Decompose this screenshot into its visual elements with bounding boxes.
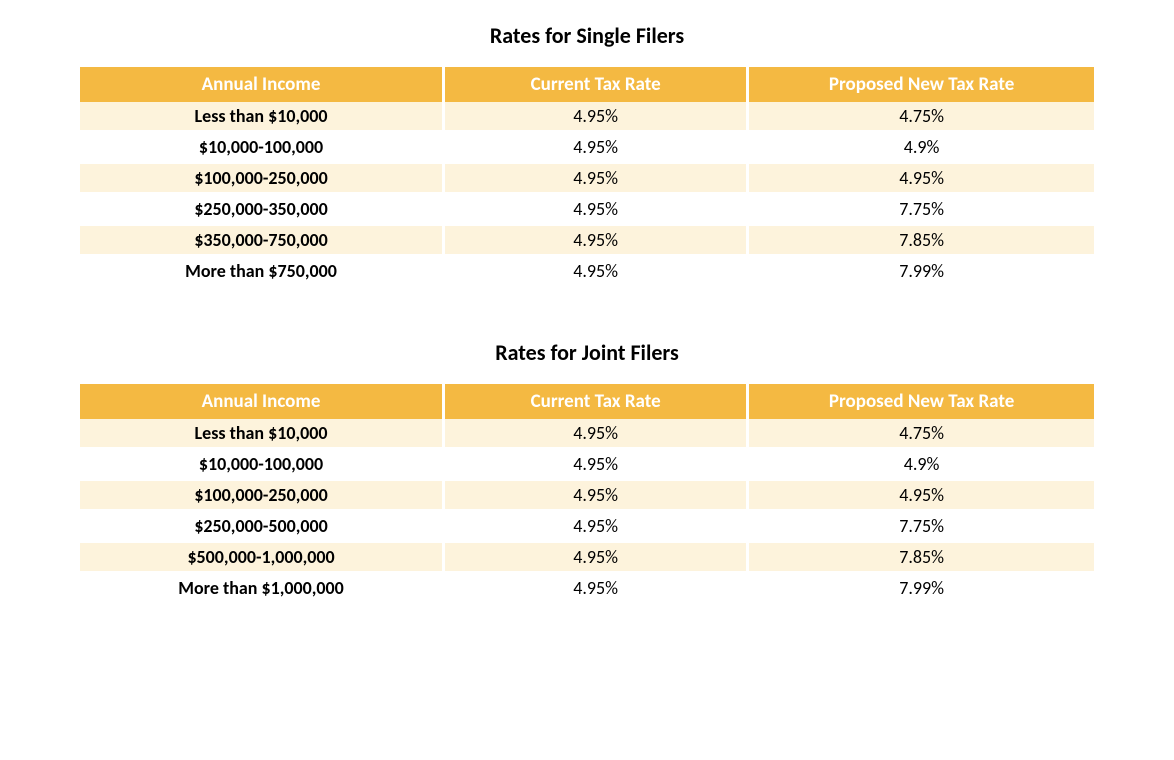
col-header-proposed-rate: Proposed New Tax Rate — [749, 67, 1094, 102]
cell-current-rate: 4.95% — [445, 450, 749, 481]
table-row: $10,000-100,000 4.95% 4.9% — [80, 450, 1094, 481]
table-header-row: Annual Income Current Tax Rate Proposed … — [80, 67, 1094, 102]
table-row: $250,000-350,000 4.95% 7.75% — [80, 195, 1094, 226]
col-header-current-rate: Current Tax Rate — [445, 384, 749, 419]
cell-current-rate: 4.95% — [445, 102, 749, 133]
table-row: $10,000-100,000 4.95% 4.9% — [80, 133, 1094, 164]
cell-income: Less than $10,000 — [80, 419, 445, 450]
table-row: $250,000-500,000 4.95% 7.75% — [80, 512, 1094, 543]
table-row: $100,000-250,000 4.95% 4.95% — [80, 481, 1094, 512]
table-row: Less than $10,000 4.95% 4.75% — [80, 419, 1094, 450]
joint-filers-table: Annual Income Current Tax Rate Proposed … — [80, 384, 1094, 602]
cell-proposed-rate: 4.9% — [749, 450, 1094, 481]
cell-current-rate: 4.95% — [445, 481, 749, 512]
cell-current-rate: 4.95% — [445, 512, 749, 543]
table-row: More than $1,000,000 4.95% 7.99% — [80, 574, 1094, 602]
table-row: Less than $10,000 4.95% 4.75% — [80, 102, 1094, 133]
col-header-income: Annual Income — [80, 384, 445, 419]
cell-proposed-rate: 4.75% — [749, 419, 1094, 450]
cell-proposed-rate: 7.85% — [749, 226, 1094, 257]
col-header-income: Annual Income — [80, 67, 445, 102]
cell-proposed-rate: 4.75% — [749, 102, 1094, 133]
table-row: $500,000-1,000,000 4.95% 7.85% — [80, 543, 1094, 574]
cell-income: Less than $10,000 — [80, 102, 445, 133]
joint-filers-title: Rates for Joint Filers — [80, 339, 1094, 366]
table-row: $100,000-250,000 4.95% 4.95% — [80, 164, 1094, 195]
cell-income: More than $1,000,000 — [80, 574, 445, 602]
cell-current-rate: 4.95% — [445, 195, 749, 226]
cell-income: $100,000-250,000 — [80, 481, 445, 512]
cell-current-rate: 4.95% — [445, 574, 749, 602]
cell-income: $10,000-100,000 — [80, 450, 445, 481]
cell-current-rate: 4.95% — [445, 164, 749, 195]
cell-income: $10,000-100,000 — [80, 133, 445, 164]
cell-current-rate: 4.95% — [445, 257, 749, 285]
table-row: More than $750,000 4.95% 7.99% — [80, 257, 1094, 285]
page-container: Rates for Single Filers Annual Income Cu… — [0, 22, 1174, 602]
cell-income: $250,000-350,000 — [80, 195, 445, 226]
cell-proposed-rate: 7.75% — [749, 195, 1094, 226]
cell-income: $100,000-250,000 — [80, 164, 445, 195]
cell-proposed-rate: 4.9% — [749, 133, 1094, 164]
cell-income: $350,000-750,000 — [80, 226, 445, 257]
cell-current-rate: 4.95% — [445, 226, 749, 257]
cell-current-rate: 4.95% — [445, 133, 749, 164]
cell-proposed-rate: 7.99% — [749, 574, 1094, 602]
cell-proposed-rate: 7.99% — [749, 257, 1094, 285]
cell-proposed-rate: 4.95% — [749, 481, 1094, 512]
table-row: $350,000-750,000 4.95% 7.85% — [80, 226, 1094, 257]
cell-income: More than $750,000 — [80, 257, 445, 285]
col-header-proposed-rate: Proposed New Tax Rate — [749, 384, 1094, 419]
table-header-row: Annual Income Current Tax Rate Proposed … — [80, 384, 1094, 419]
col-header-current-rate: Current Tax Rate — [445, 67, 749, 102]
cell-proposed-rate: 7.85% — [749, 543, 1094, 574]
cell-current-rate: 4.95% — [445, 419, 749, 450]
single-filers-table: Annual Income Current Tax Rate Proposed … — [80, 67, 1094, 285]
single-filers-title: Rates for Single Filers — [80, 22, 1094, 49]
cell-current-rate: 4.95% — [445, 543, 749, 574]
cell-income: $250,000-500,000 — [80, 512, 445, 543]
cell-proposed-rate: 4.95% — [749, 164, 1094, 195]
cell-proposed-rate: 7.75% — [749, 512, 1094, 543]
cell-income: $500,000-1,000,000 — [80, 543, 445, 574]
